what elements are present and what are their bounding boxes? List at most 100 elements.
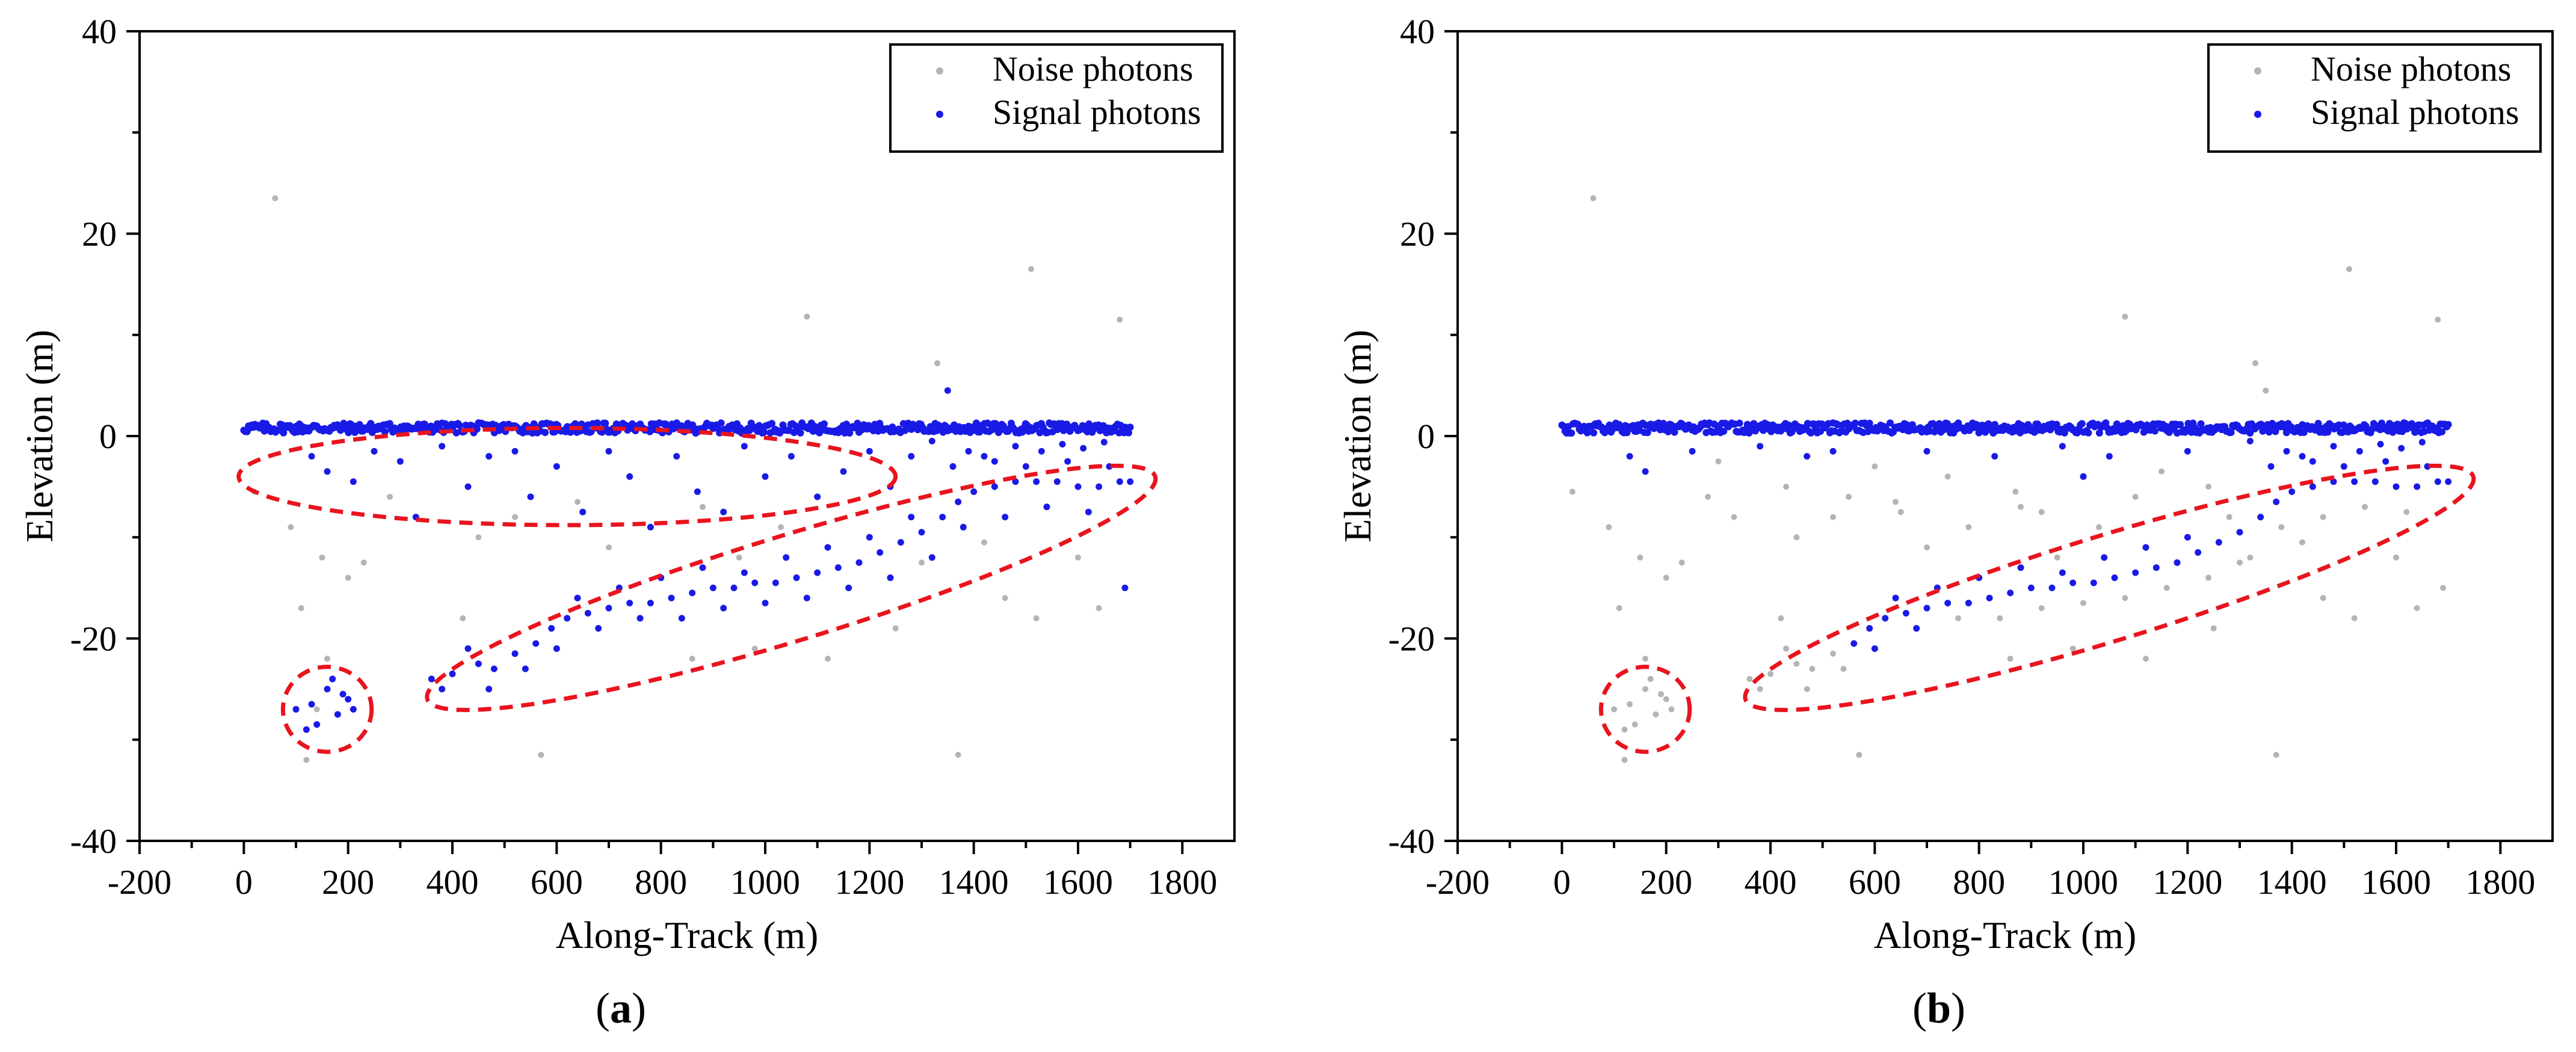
signal-photon-point [2069,579,2077,586]
signal-photon-point [564,615,571,622]
noise-photon-point [2018,503,2024,510]
noise-photon-point [1830,514,1836,520]
signal-photon-point [887,574,894,582]
noise-photon-point [1856,751,1863,758]
signal-photon-point [866,534,873,541]
panel-letter: b [1927,984,1951,1032]
signal-photon-point [2267,463,2275,470]
signal-photon-point [522,665,529,672]
signal-photon-point [2434,478,2441,485]
x-axis-title: Along-Track (m) [1874,914,2137,956]
signal-photon-point [636,615,644,622]
x-tick-label: 0 [235,863,253,902]
signal-photon-point [970,488,978,496]
signal-photon-point [1074,483,1082,490]
noise-photon-point [2143,656,2149,662]
signal-photon-point [303,726,310,733]
signal-photon-point [709,584,716,591]
noise-photon-point [1715,458,1722,465]
panel-label: (a) [596,984,646,1032]
signal-photon-point [1053,478,1061,485]
noise-photon-point [1658,691,1664,698]
noise-photon-point [1793,660,1800,667]
signal-photon-point [1012,478,1019,485]
signal-photon-point [2257,514,2264,521]
signal-photon-point [720,604,727,612]
signal-photon-point [605,448,612,455]
signal-photon-point [1590,429,1598,437]
noise-photon-point [2435,316,2441,323]
noise-photon-point [1637,554,1644,561]
noise-photon-point [1965,524,1972,531]
signal-photon-point [694,488,701,496]
legend-signal-label: Signal photons [993,93,1201,132]
signal-photon-point [689,589,696,597]
x-tick-label: 1400 [939,863,1009,902]
noise-photon-point [1653,711,1659,718]
signal-photon-point [313,721,321,728]
signal-photon-point [901,426,909,434]
signal-photon-point [762,600,769,607]
noise-photon-point [825,656,831,662]
noise-photon-point [460,615,466,621]
x-tick-label: 1000 [730,863,800,902]
signal-photon-point [464,645,472,652]
x-tick-label: 1200 [2152,863,2222,902]
signal-photon-point [1851,419,1859,427]
signal-photon-point [595,625,602,632]
signal-photon-point [2330,478,2337,485]
signal-photon-point [647,523,654,531]
noise-photon-point [2122,313,2128,320]
signal-photon-point [1850,640,1858,647]
signal-photon-point [2174,559,2181,566]
signal-photon-point [668,594,675,601]
signal-photon-point [2095,429,2103,437]
signal-photon-point [793,574,800,582]
x-tick-label: 600 [531,863,583,902]
signal-photon-point [381,428,389,436]
legend-box [889,43,1224,153]
panel-a: -200 0 200 400 600 800 1000 1200 1400 1600 1800-40… [18,12,1236,1032]
signal-photon-point [908,453,915,460]
signal-photon-point [2236,529,2243,536]
noise-photon-point [778,524,784,531]
noise-photon-point [1997,615,2003,621]
noise-photon-point [313,706,320,713]
signal-photon-point [345,695,352,703]
signal-photon-point [579,508,587,515]
x-tick-label: 200 [1640,863,1692,902]
signal-photon-point [553,645,560,652]
signal-photon-point [949,463,957,470]
legend-signal-marker [2254,111,2261,118]
signal-photon-point [1720,427,1728,435]
signal-photon-point [2227,428,2235,436]
signal-photon-point [548,625,555,632]
signal-photon-point [866,448,873,455]
noise-photon-point [2414,605,2420,612]
signal-photon-point [2371,478,2379,485]
signal-photon-point [1121,584,1129,591]
signal-photon-point [2273,498,2280,505]
noise-photon-point [2252,360,2258,366]
signal-photon-point [329,675,336,683]
noise-photon-point [1075,554,1081,561]
noise-photon-point [538,751,544,758]
signal-photon-point [768,420,776,428]
panel-b: -200 0 200 400 600 800 1000 1200 1400 1600 1800-40… [1336,12,2554,1032]
noise-photon-point [2440,585,2446,591]
signal-photon-point [334,711,341,718]
highlight-ellipse [1598,665,1692,754]
signal-photon-point [1736,419,1743,427]
signal-photon-point [1944,600,1952,607]
signal-photon-point [2246,429,2254,437]
signal-photon-point [2059,443,2066,450]
signal-photon-point [626,473,633,480]
noise-photon-point [1627,701,1633,707]
noise-photon-point [1778,615,1784,621]
signal-photon-point [2393,483,2400,490]
noise-photon-point [288,524,294,531]
signal-photon-point [605,604,612,612]
noise-photon-point [319,554,325,561]
signal-photon-point [396,458,404,465]
signal-photon-point [814,569,821,576]
